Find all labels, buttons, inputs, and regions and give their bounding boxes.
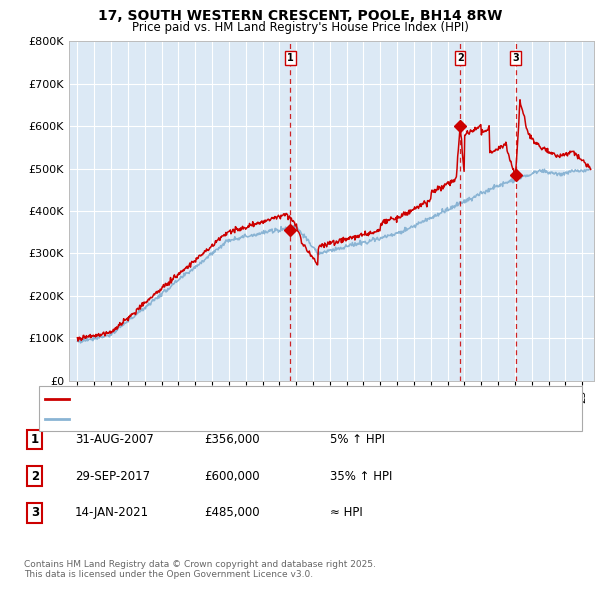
Text: £356,000: £356,000 [204, 433, 260, 446]
Text: 1: 1 [31, 433, 39, 446]
Text: ≈ HPI: ≈ HPI [330, 506, 363, 519]
Text: 31-AUG-2007: 31-AUG-2007 [75, 433, 154, 446]
Text: 5% ↑ HPI: 5% ↑ HPI [330, 433, 385, 446]
Text: 14-JAN-2021: 14-JAN-2021 [75, 506, 149, 519]
Text: 2: 2 [31, 470, 39, 483]
Text: 2: 2 [457, 53, 464, 63]
Text: 35% ↑ HPI: 35% ↑ HPI [330, 470, 392, 483]
Text: 3: 3 [31, 506, 39, 519]
Text: 29-SEP-2017: 29-SEP-2017 [75, 470, 150, 483]
Text: 17, SOUTH WESTERN CRESCENT, POOLE, BH14 8RW (detached house): 17, SOUTH WESTERN CRESCENT, POOLE, BH14 … [72, 395, 439, 404]
Text: 1: 1 [287, 53, 294, 63]
Text: Price paid vs. HM Land Registry's House Price Index (HPI): Price paid vs. HM Land Registry's House … [131, 21, 469, 34]
Text: HPI: Average price, detached house, Bournemouth Christchurch and Poole: HPI: Average price, detached house, Bour… [72, 414, 460, 424]
Text: 17, SOUTH WESTERN CRESCENT, POOLE, BH14 8RW: 17, SOUTH WESTERN CRESCENT, POOLE, BH14 … [98, 9, 502, 23]
Text: £600,000: £600,000 [204, 470, 260, 483]
Text: 3: 3 [512, 53, 519, 63]
Text: Contains HM Land Registry data © Crown copyright and database right 2025.
This d: Contains HM Land Registry data © Crown c… [24, 560, 376, 579]
Text: £485,000: £485,000 [204, 506, 260, 519]
